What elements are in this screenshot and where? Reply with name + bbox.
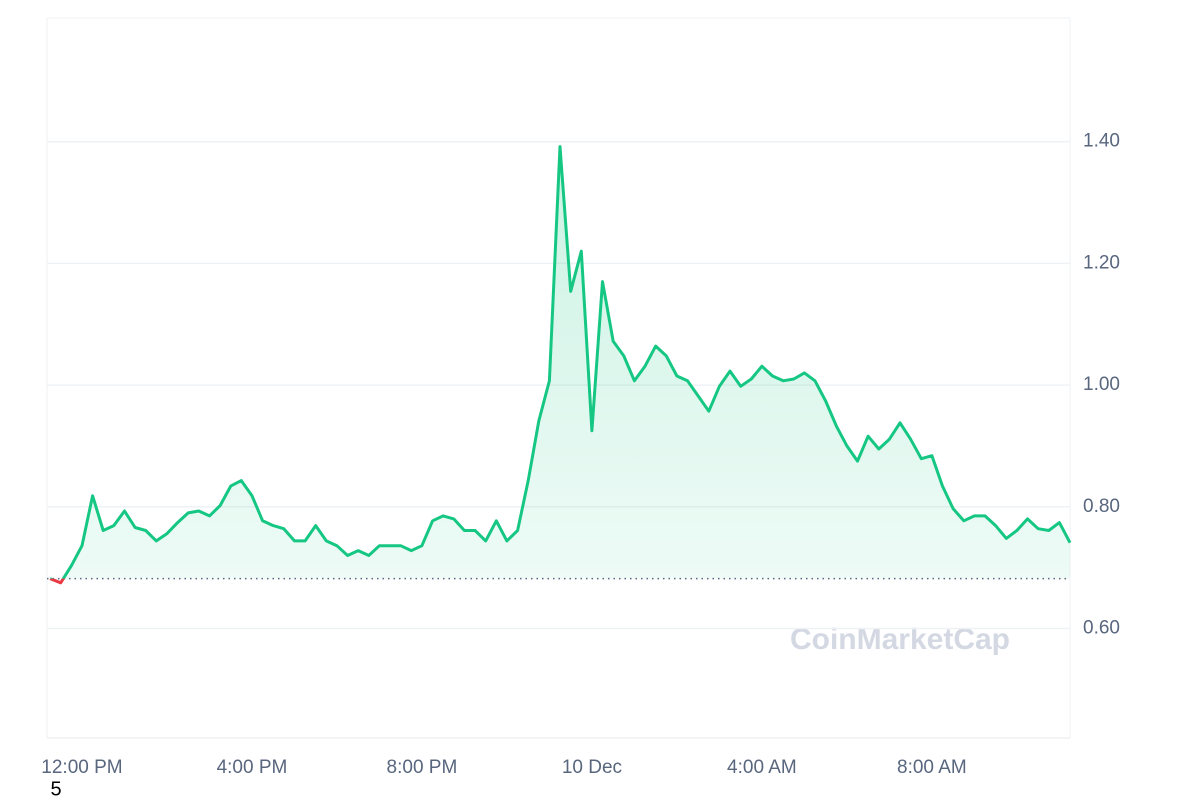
x-tick-label: 4:00 PM (217, 757, 288, 778)
price-line (50, 145, 1072, 579)
y-tick-label: 0.80 (1083, 496, 1120, 517)
y-tick-label: 1.40 (1083, 131, 1120, 152)
x-tick-label: 12:00 PM (41, 757, 122, 778)
x-tick-label: 8:00 AM (897, 757, 967, 778)
price-area (63, 146, 1070, 579)
y-tick-label: 1.20 (1083, 252, 1120, 273)
corner-label: 5 (50, 778, 61, 800)
y-tick-label: 0.60 (1083, 617, 1120, 638)
y-tick-label: 1.00 (1083, 374, 1120, 395)
x-tick-label: 10 Dec (562, 757, 622, 778)
x-tick-label: 4:00 AM (727, 757, 797, 778)
x-tick-label: 8:00 PM (387, 757, 458, 778)
